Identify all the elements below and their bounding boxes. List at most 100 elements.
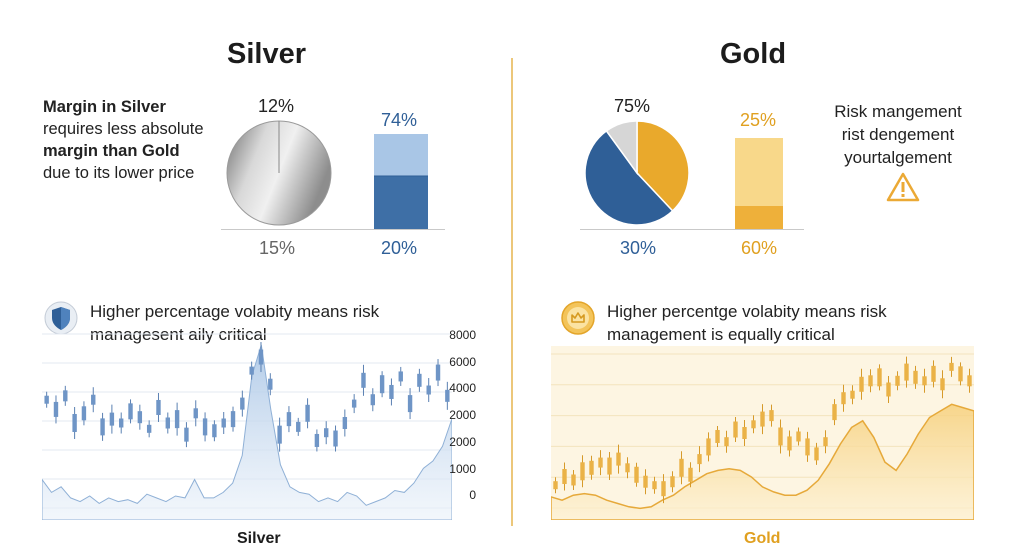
gold-volatility-candle — [670, 476, 675, 488]
gold-bar-lower — [735, 206, 783, 230]
gold-coin-icon — [561, 301, 595, 335]
gold-bar-bottom-label: 60% — [741, 238, 778, 258]
gold-risk-note: Risk mangement rist dengement yourtalgem… — [818, 100, 978, 169]
gold-title: Gold — [720, 38, 787, 70]
gold-volatility-candle — [733, 421, 738, 438]
silver-bar-lower — [374, 176, 428, 230]
silver-volatility-line1: Higher percentage volabity means risk — [90, 302, 380, 321]
silver-volatility-candle — [109, 412, 115, 426]
silver-volatility-candle — [258, 349, 264, 365]
silver-volatility-candle — [165, 417, 170, 429]
silver-desc-line4: due to its lower price — [43, 164, 195, 182]
gold-volatility-candle — [850, 390, 855, 399]
gold-volatility-candle — [868, 375, 873, 387]
gold-pie-slice-2 — [605, 120, 638, 176]
gold-pie-slice-0 — [636, 120, 690, 212]
silver-volatility-candle — [324, 428, 329, 438]
gold-volatility-candle — [607, 457, 612, 475]
silver-pie-bottom-label: 15% — [259, 238, 296, 258]
silver-volatility-candle — [249, 366, 254, 375]
silver-bar-bottom-label: 20% — [381, 238, 418, 258]
gold-volatility-candle — [778, 427, 783, 446]
gold-volatility-candle — [940, 378, 945, 391]
silver-volatility-chart — [42, 333, 452, 520]
silver-volatility-candle — [193, 408, 198, 419]
silver-volatility-candle — [137, 411, 143, 424]
gold-volatility-candle — [814, 447, 819, 461]
gold-volatility-candle — [931, 365, 936, 382]
gold-volatility-candle — [949, 362, 954, 371]
gold-volatility-candle — [751, 420, 756, 429]
gold-area-series — [551, 403, 974, 520]
gold-volatility-candle — [589, 460, 594, 475]
silver-volatility-candle — [342, 417, 348, 429]
gold-volatility-candle — [553, 481, 558, 490]
silver-desc-line2: requires less absolute — [43, 120, 204, 138]
gold-volatility-candle — [643, 475, 648, 488]
silver-y-tick: 6000 — [449, 354, 476, 369]
gold-volatility-candle — [715, 429, 720, 443]
gold-pie-slice-1 — [584, 129, 674, 226]
silver-pie-top-label: 12% — [258, 96, 295, 116]
gold-volatility-candle — [598, 457, 603, 468]
gold-volatility-candle — [787, 436, 792, 451]
gold-volatility-candle — [634, 466, 639, 483]
silver-volatility-candle — [314, 433, 320, 447]
gold-volatility-candle — [697, 454, 702, 465]
gold-volatility-candle — [859, 376, 864, 392]
silver-volatility-candle — [119, 418, 124, 428]
gold-volatility-candle — [652, 481, 657, 490]
gold-volatility-candle — [742, 427, 747, 439]
gold-volatility-candle — [625, 463, 630, 473]
silver-volatility-candle — [91, 394, 96, 405]
silver-bottom-label: Silver — [237, 530, 281, 547]
silver-volatility-candle — [230, 411, 236, 428]
gold-risk-line2: rist dengement — [841, 125, 955, 144]
silver-bar-upper — [374, 134, 428, 176]
silver-volatility-candle — [435, 364, 441, 381]
gold-bottom-label: Gold — [744, 530, 781, 547]
silver-candles — [44, 342, 450, 452]
gold-volatility-line2: management is equally critical — [607, 325, 835, 344]
silver-y-tick: 2000 — [449, 434, 476, 449]
silver-volatility-candle — [156, 399, 161, 415]
center-divider — [511, 58, 513, 526]
silver-volatility-candle — [361, 372, 366, 388]
silver-volatility-candle — [63, 390, 68, 402]
gold-pie-bottom-label: 30% — [620, 238, 657, 258]
gold-volatility-candle — [706, 438, 711, 456]
silver-pie-chart — [226, 120, 332, 226]
gold-volatility-candle — [616, 452, 621, 466]
silver-volatility-candle — [296, 421, 301, 432]
silver-y-tick: 8000 — [449, 328, 476, 342]
silver-volatility-candle — [81, 406, 87, 421]
gold-volatility-candle — [967, 375, 972, 387]
gold-volatility-candle — [796, 431, 801, 442]
gold-volatility-line1: Higher percentge volabity means risk — [607, 302, 887, 321]
silver-volatility-candle — [379, 375, 385, 394]
gold-volatility-candle — [661, 481, 666, 497]
silver-volatility-candle — [277, 425, 282, 444]
warning-icon — [886, 172, 920, 202]
shield-icon — [44, 301, 78, 335]
silver-volatility-candle — [351, 399, 357, 408]
silver-volatility-candle — [426, 385, 431, 395]
silver-y-tick: 1000 — [449, 461, 476, 476]
gold-pie-slices — [584, 120, 690, 226]
silver-volatility-candle — [389, 384, 394, 399]
silver-bar-chart — [374, 134, 428, 230]
gold-risk-line1: Risk mangement — [834, 102, 962, 121]
silver-volatility-candle — [286, 412, 292, 427]
gold-volatility-candle — [913, 370, 918, 384]
silver-volatility-candle — [240, 397, 245, 410]
silver-volatility-candle — [72, 414, 77, 432]
gold-pie-top-label: 75% — [614, 96, 651, 116]
gold-volatility-candle — [688, 467, 693, 482]
silver-description: Margin in Silver requires less absolute … — [43, 96, 223, 184]
gold-volatility-candle — [895, 375, 900, 386]
silver-volatility-candle — [417, 373, 422, 387]
gold-volatility-note: Higher percentge volabity means risk man… — [607, 300, 947, 346]
gold-volatility-candle — [886, 382, 891, 397]
gold-baseline — [580, 229, 804, 230]
silver-volatility-candle — [100, 418, 105, 436]
